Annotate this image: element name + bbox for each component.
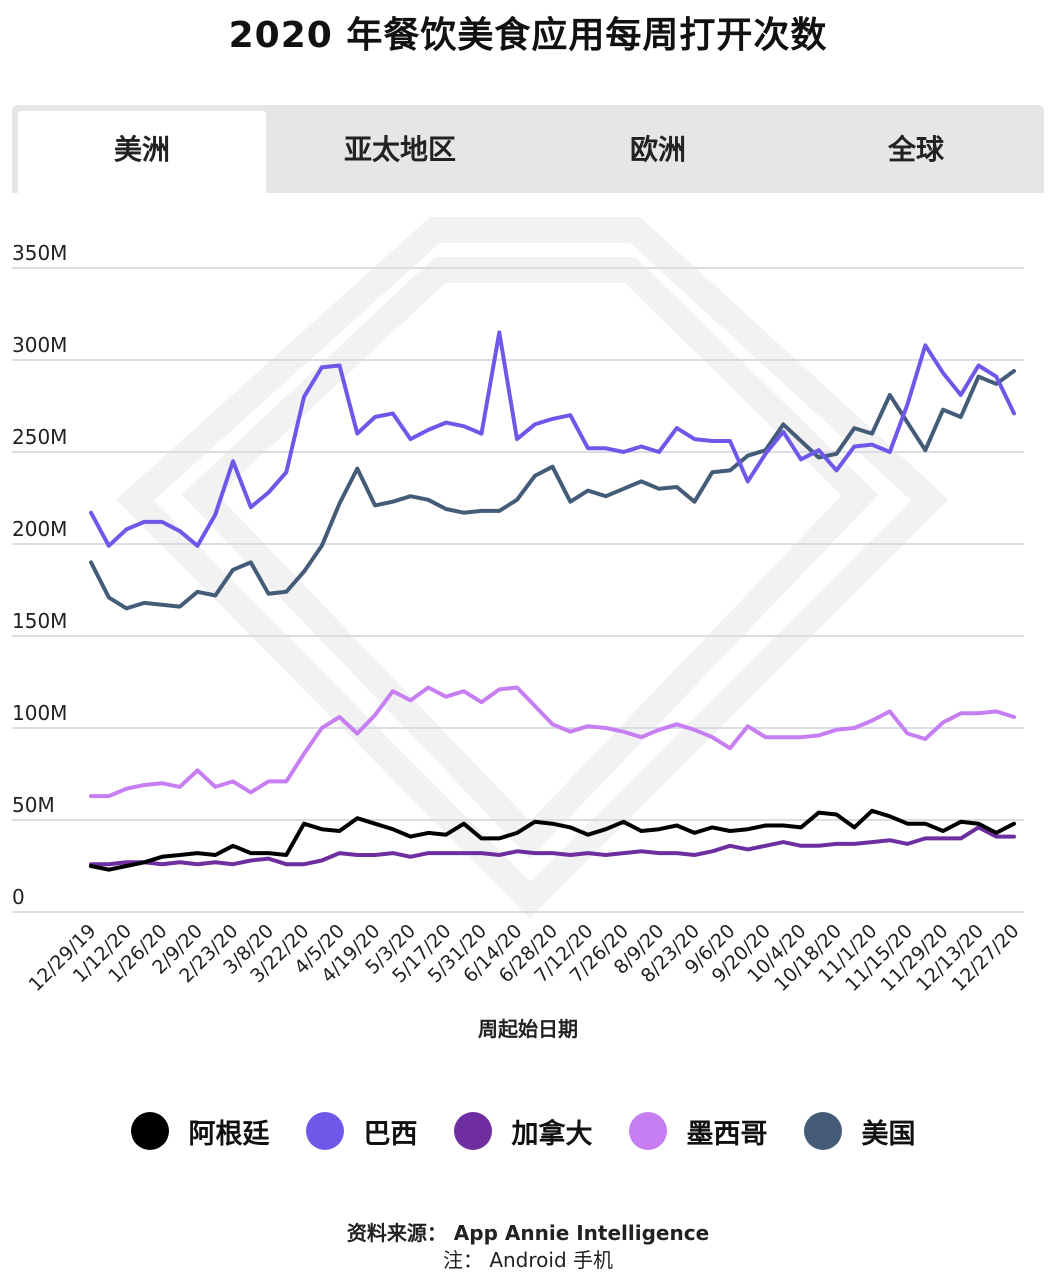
y-tick-label: 200M [12, 517, 67, 541]
legend-swatch-brazil [305, 1112, 344, 1150]
legend-item-canada[interactable]: 加拿大 [453, 1112, 593, 1151]
legend-label-usa: 美国 [861, 1118, 916, 1150]
legend-swatch-argentina [130, 1112, 169, 1150]
legend-item-usa[interactable]: 美国 [803, 1112, 916, 1151]
y-tick-label: 250M [12, 425, 67, 449]
legend-label-canada: 加拿大 [511, 1118, 593, 1150]
chart-title: 2020 年餐饮美食应用每周打开次数 [228, 15, 828, 56]
y-tick-label: 350M [12, 241, 67, 265]
series-line-brazil [89, 330, 1016, 548]
legend-label-mexico: 墨西哥 [686, 1118, 768, 1150]
legend-swatch-mexico [628, 1112, 667, 1150]
tab-apac[interactable]: 亚太地区 [343, 133, 456, 166]
series-line-mexico [89, 685, 1016, 799]
note-text: 注： Android 手机 [442, 1248, 614, 1272]
legend-label-brazil: 巴西 [363, 1118, 418, 1150]
series-line-argentina [89, 808, 1016, 872]
watermark-diamond [116, 217, 949, 919]
footer: 资料来源： App Annie Intelligence 注： Android … [0, 1220, 1056, 1274]
series-line-usa [89, 369, 1016, 611]
tab-americas[interactable]: 美洲 [18, 111, 266, 193]
tab-global[interactable]: 全球 [887, 133, 944, 166]
legend-swatch-canada [453, 1112, 492, 1150]
legend-item-brazil[interactable]: 巴西 [305, 1112, 418, 1151]
y-tick-label: 150M [12, 609, 67, 633]
series-line-canada [89, 825, 1016, 867]
tab-europe[interactable]: 欧洲 [629, 133, 686, 166]
legend-swatch-usa [803, 1112, 842, 1150]
region-tabs: 美洲 亚太地区 欧洲 全球 [12, 105, 1044, 193]
source-text: 资料来源： App Annie Intelligence [346, 1221, 710, 1245]
y-tick-label: 0 [12, 885, 25, 909]
x-axis-label: 周起始日期 [478, 1017, 578, 1041]
y-tick-label: 50M [12, 793, 55, 817]
legend-item-mexico[interactable]: 墨西哥 [628, 1112, 768, 1151]
legend-item-argentina[interactable]: 阿根廷 [130, 1112, 270, 1151]
y-tick-label: 100M [12, 701, 67, 725]
legend-label-argentina: 阿根廷 [188, 1118, 270, 1150]
y-tick-label: 300M [12, 333, 67, 357]
legend: 阿根廷 巴西 加拿大 墨西哥 美国 [0, 1108, 1056, 1154]
